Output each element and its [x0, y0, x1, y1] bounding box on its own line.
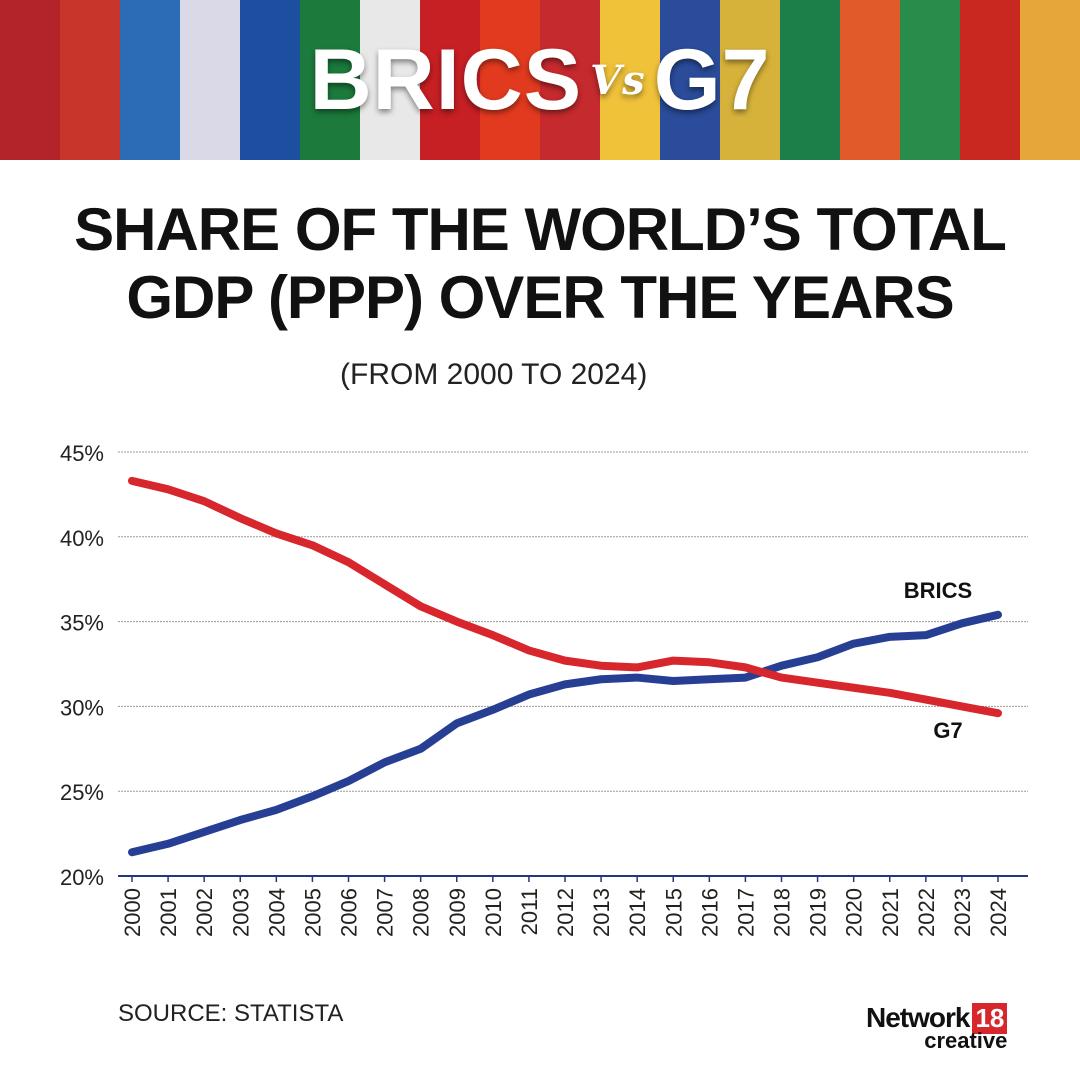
flag-stripe [180, 0, 240, 160]
flags-banner [0, 0, 1080, 160]
flag-stripe [120, 0, 180, 160]
chart-title: SHARE OF THE WORLD’S TOTAL GDP (PPP) OVE… [0, 196, 1080, 332]
flag-stripe [60, 0, 120, 160]
flag-stripe [840, 0, 900, 160]
flag-stripe [660, 0, 720, 160]
flag-stripe [420, 0, 480, 160]
flag-stripe [480, 0, 540, 160]
x-tick-label: 2009 [445, 888, 470, 937]
banner-g7: G7 [653, 31, 771, 128]
flag-stripe [360, 0, 420, 160]
flag-stripe [240, 0, 300, 160]
chart-subtitle: (FROM 2000 TO 2024) [340, 358, 648, 391]
y-tick-label: 35% [60, 611, 104, 636]
title-line-1: SHARE OF THE WORLD’S TOTAL [74, 196, 1007, 263]
title-line-2: GDP (PPP) OVER THE YEARS [126, 264, 954, 331]
series-label-brics: BRICS [904, 578, 972, 603]
y-tick-label: 45% [60, 441, 104, 466]
flag-stripe [0, 0, 60, 160]
x-tick-label: 2022 [914, 888, 939, 937]
x-tick-label: 2010 [481, 888, 506, 937]
y-tick-label: 30% [60, 695, 104, 720]
x-tick-label: 2023 [950, 888, 975, 937]
flag-stripe [600, 0, 660, 160]
series-line-brics [128, 610, 1002, 857]
logo-number: 18 [972, 1003, 1008, 1034]
y-tick-label: 25% [60, 780, 104, 805]
series-label-g7: G7 [933, 718, 962, 743]
x-tick-label: 2019 [806, 888, 831, 937]
x-tick-label: 2013 [589, 888, 614, 937]
x-tick-label: 2024 [986, 888, 1011, 937]
y-tick-label: 20% [60, 865, 104, 890]
x-tick-label: 2011 [517, 888, 542, 935]
x-tick-label: 2007 [373, 888, 398, 937]
banner-brics: BRICS [309, 31, 583, 128]
y-tick-label: 40% [60, 526, 104, 551]
logo-name: Network [866, 1002, 970, 1033]
flag-stripe [1020, 0, 1080, 160]
x-tick-label: 2006 [337, 888, 362, 937]
x-tick-label: 2001 [156, 888, 181, 937]
x-tick-label: 2000 [120, 888, 145, 937]
flag-stripe [300, 0, 360, 160]
x-tick-label: 2015 [661, 888, 686, 937]
flag-stripe [540, 0, 600, 160]
x-tick-label: 2004 [264, 888, 289, 937]
x-tick-label: 2002 [192, 888, 217, 937]
x-tick-label: 2018 [770, 888, 795, 937]
logo-tag: creative [924, 1028, 1008, 1053]
flag-stripe [960, 0, 1020, 160]
source-note: SOURCE: STATISTA [118, 1000, 344, 1027]
x-tick-label: 2014 [625, 888, 650, 937]
x-tick-label: 2005 [300, 888, 325, 937]
x-tick-label: 2003 [228, 888, 253, 937]
x-tick-label: 2012 [553, 888, 578, 937]
series-line-g7 [128, 476, 1002, 718]
banner-vs: Vs [590, 56, 646, 104]
x-tick-label: 2016 [697, 888, 722, 937]
flag-stripe [900, 0, 960, 160]
flag-stripe [720, 0, 780, 160]
banner-title: BRICS Vs G7 [0, 0, 1080, 160]
x-tick-label: 2008 [409, 888, 434, 937]
x-tick-label: 2020 [842, 888, 867, 937]
x-tick-label: 2017 [733, 888, 758, 937]
flag-stripe [780, 0, 840, 160]
network18-logo: Network 18 creative [866, 1002, 1008, 1054]
x-tick-label: 2021 [878, 888, 903, 937]
